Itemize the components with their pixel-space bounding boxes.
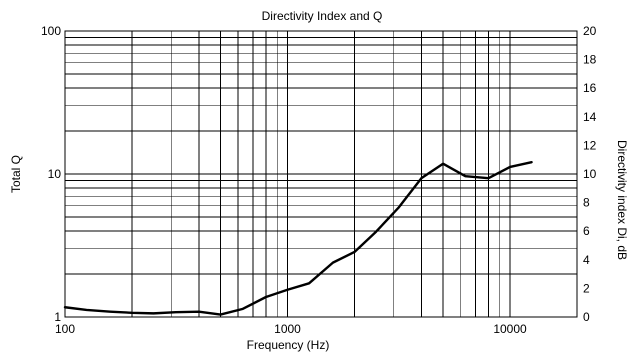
y-axis-left-label: Total Q	[9, 155, 23, 193]
y-right-tick-label-4: 8	[583, 196, 590, 210]
y-left-tick-label-1: 10	[48, 167, 62, 181]
y-right-tick-labels: 0 2 4 6 8 10 12 14 16 18 20	[583, 24, 597, 324]
y-right-tick-label-7: 14	[583, 110, 597, 124]
y-right-tick-label-5: 10	[583, 167, 597, 181]
x-tick-label-1: 1000	[274, 322, 301, 336]
y-right-tick-label-0: 0	[583, 310, 590, 324]
y-right-tick-label-2: 4	[583, 253, 590, 267]
y-left-tick-label-2: 100	[41, 24, 61, 38]
y-left-tick-labels: 1 10 100	[41, 24, 61, 324]
x-tick-labels: 100 1000 10000	[55, 322, 527, 336]
y-right-tick-label-3: 6	[583, 224, 590, 238]
x-tick-label-2: 10000	[493, 322, 527, 336]
chart-title: Directivity Index and Q	[262, 9, 383, 23]
x-axis-label: Frequency (Hz)	[247, 338, 330, 352]
series-line	[65, 162, 532, 314]
y-right-tick-label-1: 2	[583, 281, 590, 295]
y-left-tick-label-0: 1	[54, 310, 61, 324]
y-right-tick-label-8: 16	[583, 81, 597, 95]
y-axis-right-label: Directivity index Di, dB	[615, 140, 629, 260]
y-right-tick-label-6: 12	[583, 138, 597, 152]
x-tick-label-0: 100	[55, 322, 75, 336]
y-right-tick-label-10: 20	[583, 24, 597, 38]
y-right-tick-label-9: 18	[583, 53, 597, 67]
